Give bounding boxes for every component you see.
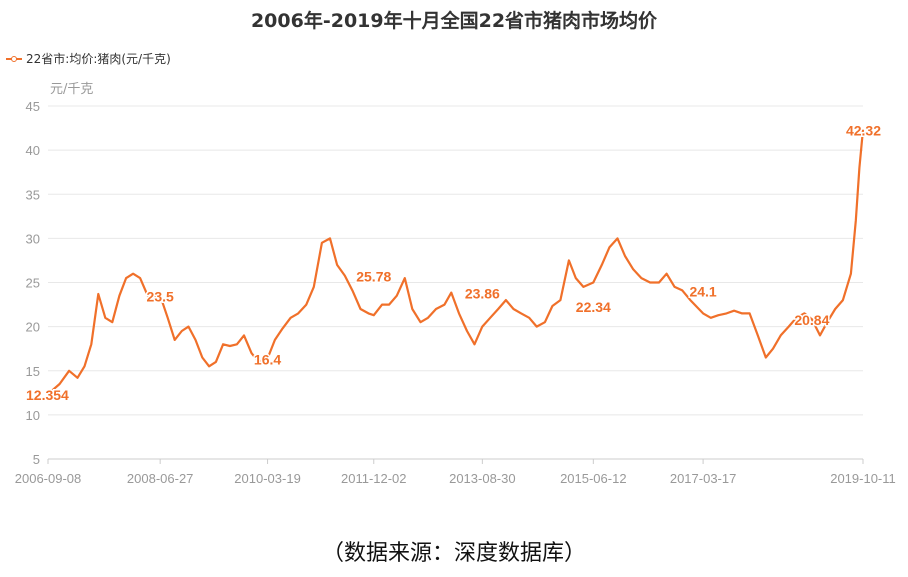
grid-lines bbox=[48, 105, 863, 460]
x-tick-label: 2010-03-19 bbox=[234, 471, 301, 486]
y-tick-labels: 5 10 15 20 25 30 35 40 45 bbox=[26, 99, 40, 467]
data-label: 22.34 bbox=[576, 299, 611, 315]
y-axis-unit-label: 元/千克 bbox=[50, 82, 94, 97]
y-tick-label: 45 bbox=[26, 99, 40, 114]
data-label: 25.78 bbox=[356, 269, 391, 285]
data-label: 24.1 bbox=[689, 283, 716, 299]
data-label: 42.32 bbox=[846, 123, 881, 139]
legend-line-icon bbox=[6, 54, 22, 64]
y-tick-label: 35 bbox=[26, 187, 40, 202]
y-tick-label: 30 bbox=[26, 231, 40, 246]
x-tick-label: 2015-06-12 bbox=[560, 471, 627, 486]
data-label: 23.86 bbox=[465, 286, 500, 302]
y-tick-label: 25 bbox=[26, 276, 40, 291]
y-tick-label: 10 bbox=[26, 408, 40, 423]
x-tick-label: 2019-10-11 bbox=[830, 471, 896, 486]
data-labels: 12.354 23.5 16.4 25.78 23.86 22.34 24.1 20.84 42… bbox=[25, 121, 883, 404]
data-label: 12.354 bbox=[26, 387, 69, 403]
x-tick-label: 2006-09-08 bbox=[15, 471, 82, 486]
chart-title: 2006年-2019年十月全国22省市猪肉市场均价 bbox=[250, 10, 658, 32]
y-tick-label: 20 bbox=[26, 320, 40, 335]
x-tick-label: 2011-12-02 bbox=[341, 471, 407, 486]
source-note: （数据来源：深度数据库） bbox=[321, 541, 586, 566]
x-tick-label: 2013-08-30 bbox=[449, 471, 516, 486]
y-tick-label: 15 bbox=[26, 364, 40, 379]
legend-label: 22省市:均价:猪肉(元/千克) bbox=[26, 52, 171, 66]
y-tick-label: 5 bbox=[33, 452, 40, 467]
x-tick-label: 2017-03-17 bbox=[670, 471, 737, 486]
x-tick-labels: 2006-09-08 2008-06-27 2010-03-19 2011-12-02… bbox=[15, 458, 896, 486]
x-tick-label: 2008-06-27 bbox=[127, 471, 194, 486]
data-label: 23.5 bbox=[147, 289, 174, 305]
data-label: 20.84 bbox=[794, 312, 829, 328]
data-label: 16.4 bbox=[254, 351, 281, 367]
legend[interactable]: 22省市:均价:猪肉(元/千克) bbox=[6, 50, 171, 67]
series-line-0[interactable] bbox=[47, 129, 865, 395]
y-tick-label: 40 bbox=[26, 143, 40, 158]
series-group bbox=[47, 129, 865, 395]
